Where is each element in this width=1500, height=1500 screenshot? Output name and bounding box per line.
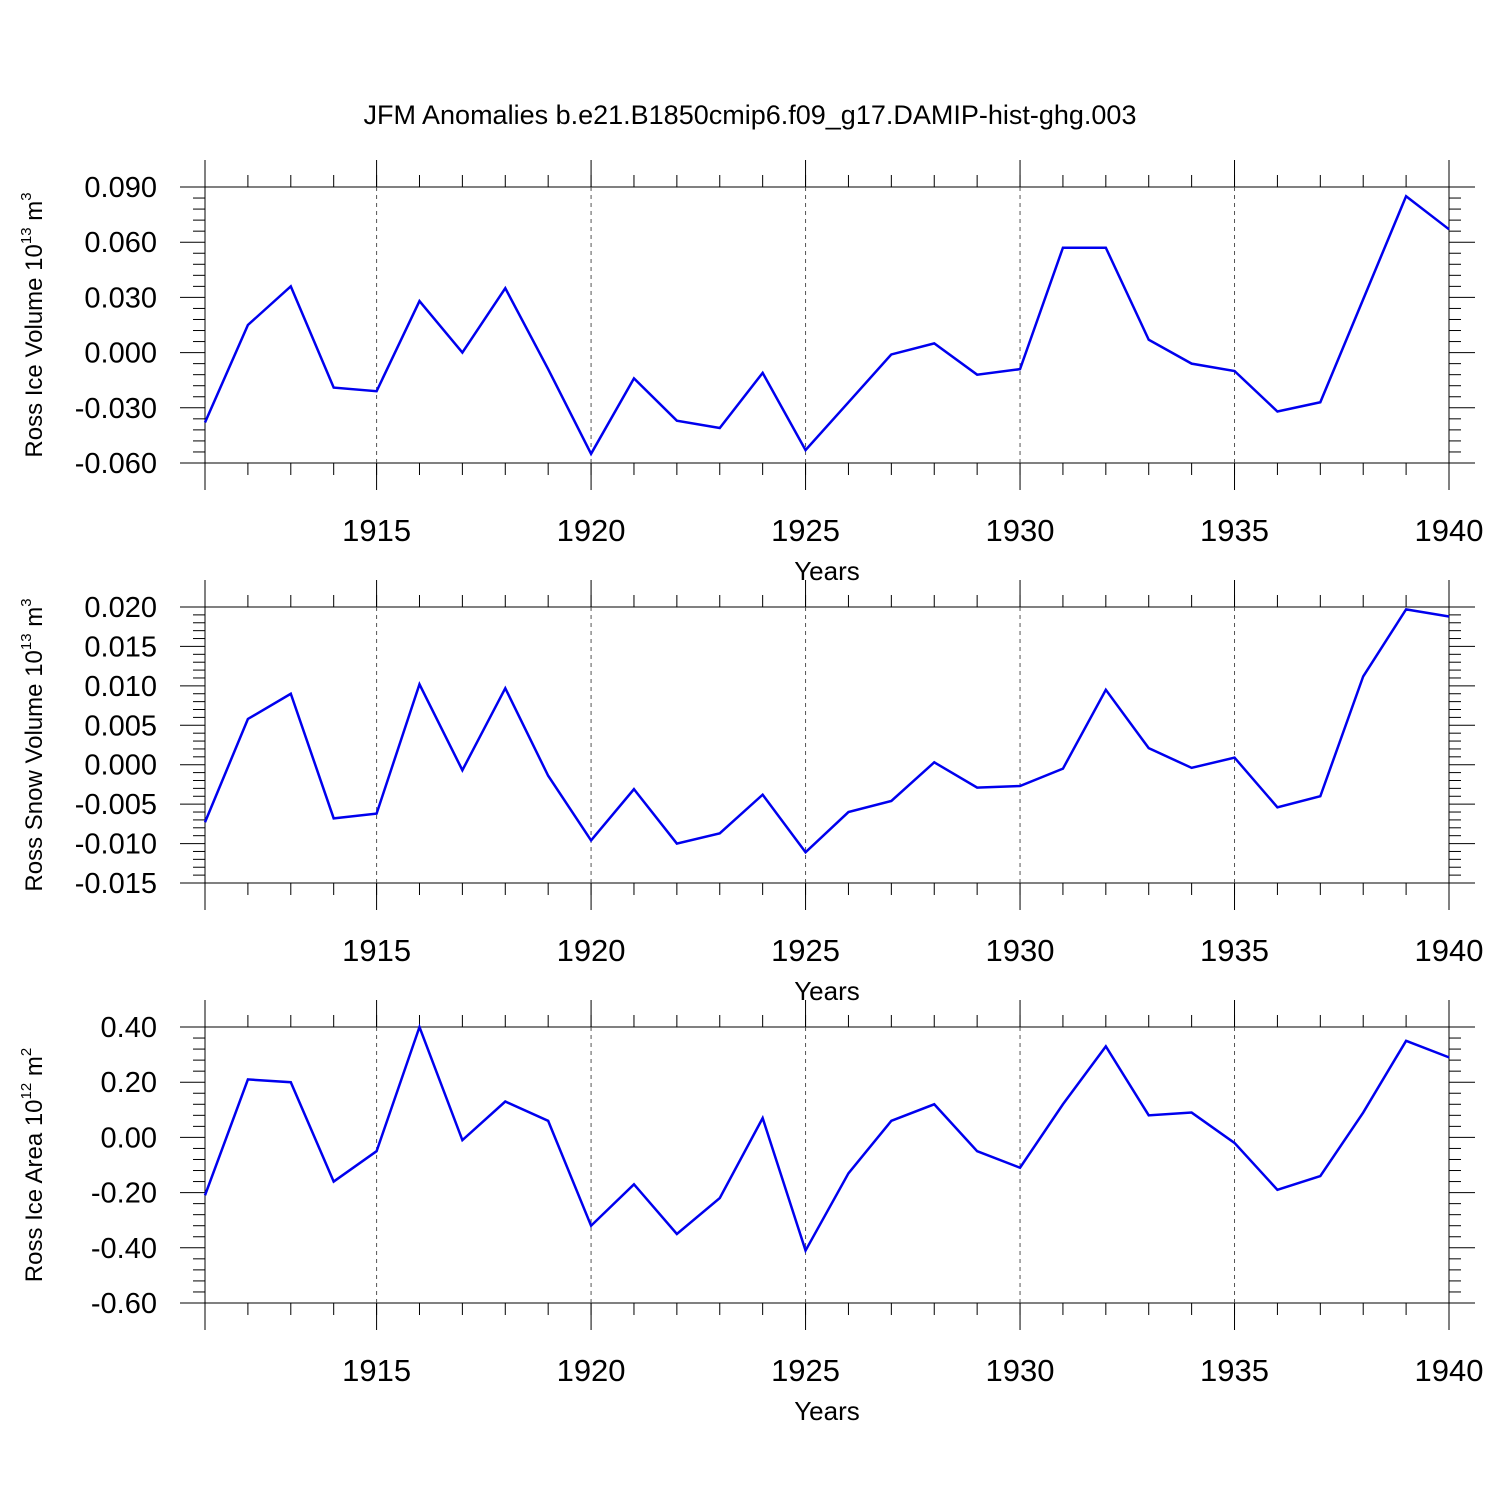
y-tick-label: -0.60 — [91, 1288, 157, 1320]
y-tick-label: 0.005 — [84, 710, 157, 742]
x-tick-label: 1935 — [1200, 1353, 1269, 1388]
y-axis-label-text: Ross Ice Area 10 — [21, 1099, 48, 1282]
y-axis-label-unit: m — [21, 1056, 48, 1083]
y-tick-label: 0.00 — [101, 1122, 157, 1154]
x-tick-label: 1935 — [1200, 513, 1269, 548]
y-tick-label: 0.000 — [84, 338, 157, 370]
x-tick-label: 1940 — [1415, 1353, 1484, 1388]
x-tick-label: 1925 — [771, 933, 840, 968]
x-tick-label: 1915 — [342, 513, 411, 548]
x-tick-label: 1930 — [986, 933, 1055, 968]
y-axis-label-exponent: 12 — [18, 1083, 35, 1100]
figure-title: JFM Anomalies b.e21.B1850cmip6.f09_g17.D… — [364, 100, 1137, 130]
y-axis-label-text: Ross Snow Volume 10 — [21, 650, 48, 891]
y-axis-label: Ross Snow Volume 1013 m3 — [18, 598, 48, 891]
y-tick-label: 0.020 — [84, 592, 157, 624]
y-tick-label: 0.015 — [84, 631, 157, 663]
x-tick-label: 1920 — [557, 513, 626, 548]
x-tick-label: 1920 — [557, 933, 626, 968]
chart-panel-2: 1915 1920 1925 1930 1935 1940 -0.015 -0.010 -0.0… — [18, 580, 1483, 1006]
x-tick-label: 1930 — [986, 513, 1055, 548]
x-tick-label: 1920 — [557, 1353, 626, 1388]
y-tick-label: -0.015 — [75, 868, 157, 900]
y-tick-label: -0.20 — [91, 1178, 157, 1210]
y-axis-label-exponent: 13 — [18, 227, 35, 244]
y-axis-label-unit: m — [21, 201, 48, 228]
series-line — [203, 194, 1450, 457]
y-tick-label: 0.030 — [84, 282, 157, 314]
y-tick-label: -0.40 — [91, 1233, 157, 1265]
y-axis-label-unit-exponent: 2 — [18, 1048, 35, 1056]
y-tick-label: 0.20 — [101, 1067, 157, 1099]
chart-panel-3: 1915 1920 1925 1930 1935 1940 -0.60 -0.40 -0.20 0… — [18, 1000, 1483, 1426]
series-line — [203, 608, 1450, 855]
x-tick-label: 1915 — [342, 1353, 411, 1388]
y-axis-label-unit-exponent: 3 — [18, 598, 35, 606]
y-axis-label: Ross Ice Volume 1013 m3 — [18, 192, 48, 457]
x-axis-label: Years — [794, 1396, 860, 1426]
y-tick-label: 0.000 — [84, 750, 157, 782]
x-axis-label: Years — [794, 556, 860, 586]
y-tick-label: 0.060 — [84, 227, 157, 259]
x-tick-label: 1925 — [771, 1353, 840, 1388]
x-tick-label: 1940 — [1415, 933, 1484, 968]
y-tick-label: -0.010 — [75, 829, 157, 861]
y-tick-label: 0.40 — [101, 1012, 157, 1044]
x-tick-label: 1935 — [1200, 933, 1269, 968]
series-line — [203, 1023, 1450, 1254]
y-axis-label-text: Ross Ice Volume 10 — [21, 244, 48, 457]
y-tick-label: -0.060 — [75, 448, 157, 480]
x-tick-label: 1925 — [771, 513, 840, 548]
y-axis-label-unit: m — [21, 607, 48, 634]
y-axis-label-exponent: 13 — [18, 633, 35, 650]
chart-panel-1: 1915 1920 1925 1930 1935 1940 -0.060 -0.030 0.00… — [18, 160, 1483, 586]
y-tick-label: 0.010 — [84, 671, 157, 703]
x-axis-label: Years — [794, 976, 860, 1006]
y-tick-label: -0.005 — [75, 789, 157, 821]
x-tick-label: 1915 — [342, 933, 411, 968]
y-axis-label-unit-exponent: 3 — [18, 192, 35, 200]
x-tick-label: 1930 — [986, 1353, 1055, 1388]
y-axis-label: Ross Ice Area 1012 m2 — [18, 1048, 48, 1282]
x-tick-label: 1940 — [1415, 513, 1484, 548]
y-tick-label: 0.090 — [84, 172, 157, 204]
y-tick-label: -0.030 — [75, 393, 157, 425]
panels: 1915 1920 1925 1930 1935 1940 -0.060 -0.030 0.00… — [18, 160, 1483, 1426]
